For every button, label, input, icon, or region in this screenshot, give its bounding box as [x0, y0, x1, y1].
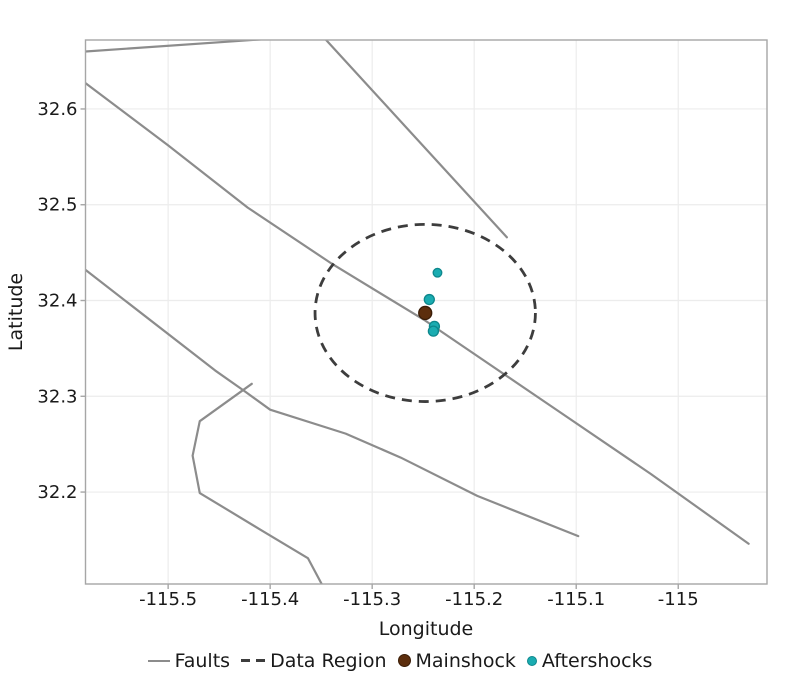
event-points: [418, 267, 443, 337]
y-tick-label: 32.2: [37, 482, 77, 503]
legend-label-aftershocks: Aftershocks: [541, 649, 653, 672]
legend-item-aftershocks: Aftershocks: [526, 649, 653, 672]
x-axis-title: Longitude: [379, 618, 474, 640]
mainshock-dot-swatch-icon: [397, 654, 411, 667]
faults-line-swatch-icon: [147, 659, 170, 662]
mainshock-point: [418, 305, 433, 321]
tick-marks: [80, 108, 679, 589]
x-tick-label: -115.1: [547, 589, 605, 610]
fault-4: [85, 268, 580, 538]
legend-label-faults: Faults: [174, 649, 231, 672]
map-plot: -115.5 -115.4 -115.3 -115.2 -115.1 -115 32.6 32…: [5, 39, 768, 640]
aftershock-point: [432, 267, 443, 278]
fault-2: [324, 40, 508, 239]
fault-5: [191, 382, 323, 584]
x-tick-label: -115.3: [343, 589, 401, 610]
fault-lines: [85, 40, 750, 584]
y-tick-label: 32.5: [37, 195, 77, 216]
y-axis-title: Latitude: [5, 273, 27, 351]
x-tick-label: -115.4: [241, 589, 299, 610]
legend-label-mainshock: Mainshock: [415, 649, 516, 672]
tick-labels: -115.5 -115.4 -115.3 -115.2 -115.1 -115 32.6 32…: [37, 99, 698, 610]
legend-item-faults: Faults: [147, 649, 231, 672]
legend-label-data-region: Data Region: [270, 649, 387, 672]
aftershock-point: [423, 293, 435, 306]
aftershocks-dot-swatch-icon: [526, 655, 537, 666]
data-region-dash-swatch-icon: [241, 659, 266, 662]
plot-frame: [84, 39, 768, 585]
y-tick-label: 32.3: [37, 386, 77, 407]
y-tick-label: 32.4: [37, 291, 77, 312]
legend-item-mainshock: Mainshock: [397, 649, 516, 672]
x-tick-label: -115.5: [139, 589, 197, 610]
legend-item-data-region: Data Region: [241, 649, 387, 672]
x-tick-label: -115.2: [445, 589, 503, 610]
y-tick-label: 32.6: [37, 99, 77, 120]
aftershock-point: [427, 325, 440, 337]
fault-3: [85, 81, 750, 545]
data-region-ellipse: [313, 222, 537, 403]
x-tick-label: -115: [658, 589, 699, 610]
legend: Faults Data Region Mainshock Aftershocks: [0, 646, 800, 675]
